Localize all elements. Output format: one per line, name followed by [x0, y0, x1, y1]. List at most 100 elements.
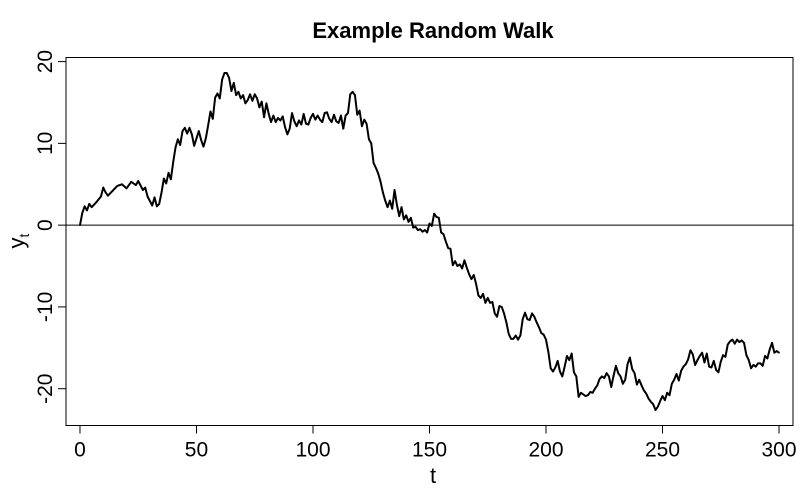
y-tick-label: 0 [34, 219, 57, 231]
data-point [629, 356, 631, 359]
data-point [372, 162, 375, 164]
x-tick-label: 100 [295, 439, 330, 462]
data-point [428, 222, 431, 225]
chart-title: Example Random Walk [312, 18, 554, 43]
data-point [270, 121, 272, 123]
data-point [582, 393, 585, 396]
data-point [170, 178, 172, 181]
x-tick-label: 0 [74, 439, 86, 462]
data-point [281, 115, 284, 118]
plot-frame [65, 57, 794, 426]
data-point [146, 195, 149, 198]
data-point [391, 207, 394, 210]
data-point [761, 365, 764, 367]
data-point [291, 112, 293, 114]
data-point [771, 342, 773, 344]
data-point [435, 216, 438, 218]
data-point [708, 365, 710, 368]
data-point [300, 123, 303, 126]
data-point [505, 321, 508, 324]
data-point [309, 117, 312, 119]
data-point [454, 260, 456, 262]
data-point [726, 343, 729, 346]
y-tick-label: 20 [34, 50, 57, 73]
data-point [458, 263, 461, 266]
data-point [608, 375, 610, 378]
data-point [230, 90, 233, 92]
x-tick-label: 250 [645, 439, 680, 462]
data-point [636, 383, 638, 386]
data-point [652, 403, 654, 406]
data-point [610, 386, 613, 388]
data-point [654, 409, 657, 411]
data-point [340, 114, 342, 117]
y-tick-label: -20 [34, 374, 57, 404]
data-point [319, 118, 321, 121]
data-point [111, 190, 114, 192]
data-point [766, 357, 769, 360]
data-point [757, 362, 759, 365]
data-point [151, 204, 154, 207]
data-point [235, 94, 237, 96]
data-point [407, 221, 410, 223]
data-point [524, 311, 526, 314]
data-point [584, 395, 587, 397]
data-point [249, 93, 251, 96]
data-point [449, 248, 452, 250]
y-axis-title: yt [4, 233, 32, 248]
data-point [375, 167, 377, 169]
data-point [293, 120, 296, 123]
data-point [242, 94, 244, 96]
data-point [698, 355, 701, 357]
data-point [566, 355, 568, 357]
data-point [137, 180, 140, 182]
data-point [398, 215, 401, 217]
data-point [587, 394, 589, 397]
data-point [144, 186, 147, 189]
data-point [260, 100, 263, 103]
data-point [768, 348, 771, 351]
data-point [549, 367, 552, 370]
data-point [605, 372, 608, 374]
data-point [540, 332, 543, 334]
data-point [675, 373, 678, 375]
data-point [510, 338, 512, 340]
data-point [177, 138, 179, 141]
data-point [512, 338, 515, 340]
data-point [223, 72, 226, 74]
data-point [577, 396, 580, 398]
y-axis: -20 -10 0 10 20 [34, 50, 66, 404]
data-point [431, 225, 433, 227]
data-point [447, 247, 449, 249]
data-point [526, 318, 529, 320]
data-point [205, 137, 207, 140]
data-point [733, 342, 736, 345]
data-point [253, 93, 256, 96]
data-point [335, 120, 338, 123]
data-point [400, 206, 403, 208]
data-point [130, 181, 133, 183]
data-point [710, 366, 713, 369]
data-point [256, 97, 258, 100]
data-point [288, 127, 291, 130]
data-point [202, 145, 205, 148]
data-point [107, 194, 109, 197]
data-point [486, 297, 489, 299]
data-point [158, 203, 161, 205]
data-point [438, 216, 440, 219]
data-point [624, 378, 627, 381]
data-point [617, 372, 620, 374]
data-point [95, 201, 98, 204]
data-point [517, 338, 519, 341]
data-point [493, 312, 496, 315]
x-axis-title: t [430, 463, 436, 488]
data-point [239, 97, 242, 100]
data-point [160, 191, 163, 194]
data-point [125, 187, 128, 190]
data-point [421, 230, 424, 233]
data-point [750, 367, 752, 370]
data-point [326, 111, 328, 114]
data-point [445, 240, 447, 243]
data-point [496, 315, 498, 318]
data-point [295, 125, 298, 127]
